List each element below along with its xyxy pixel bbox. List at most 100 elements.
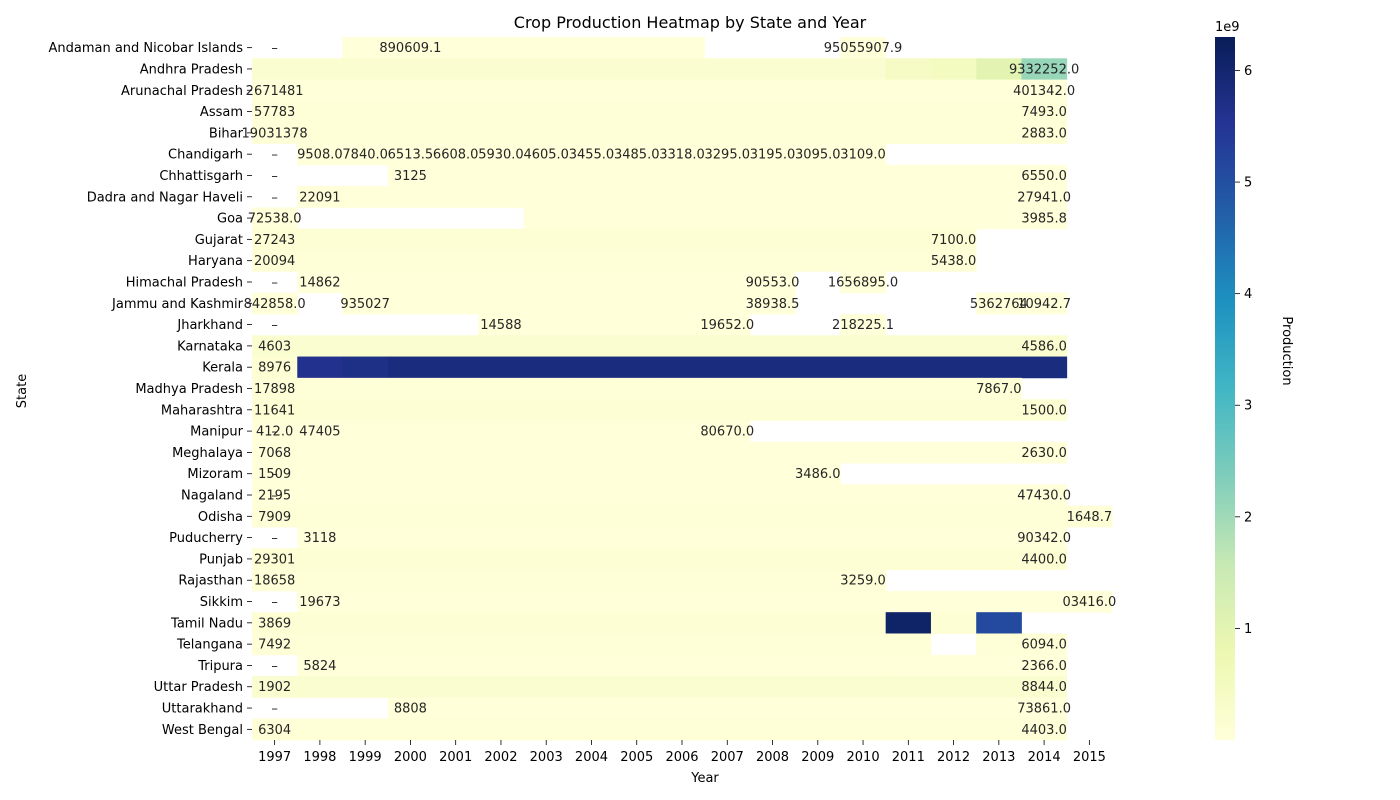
heatmap-cell	[840, 122, 887, 144]
heatmap-cell	[1021, 356, 1068, 379]
heatmap-cell	[568, 569, 615, 592]
heatmap-cell	[840, 590, 887, 613]
heatmap-cell	[297, 250, 343, 272]
x-tick-label: 1998	[303, 750, 336, 765]
y-tick-label: Manipur	[190, 425, 244, 440]
heatmap-cell	[614, 143, 660, 166]
heatmap-cell	[840, 356, 887, 379]
heatmap-cell	[342, 100, 389, 123]
heatmap-cell	[568, 122, 615, 144]
heatmap-cell	[523, 313, 570, 336]
heatmap-cell	[840, 79, 887, 102]
heatmap-cell	[930, 377, 977, 400]
heatmap-cell	[659, 228, 706, 251]
heatmap-cell	[795, 633, 841, 656]
y-tick-label: Sikkim	[200, 595, 243, 610]
heatmap-cell	[704, 548, 751, 570]
heatmap-cell	[976, 654, 1022, 677]
heatmap-cell	[297, 186, 343, 208]
heatmap-cell	[795, 718, 841, 741]
heatmap-cell	[387, 569, 434, 592]
heatmap-cell	[795, 676, 841, 698]
heatmap-cell	[297, 143, 343, 166]
heatmap-cell	[568, 590, 615, 613]
x-tick-label: 2015	[1073, 750, 1106, 765]
heatmap-cell	[252, 569, 298, 592]
y-tick-label: Meghalaya	[172, 446, 243, 461]
y-tick-label: Assam	[200, 105, 243, 120]
heatmap-cell	[523, 612, 570, 634]
colorbar-scale-label: 1e9	[1215, 20, 1240, 35]
heatmap-cell	[614, 313, 660, 336]
heatmap-cell	[1021, 58, 1068, 80]
heatmap-cell	[659, 463, 706, 485]
heatmap-cell	[930, 399, 977, 421]
heatmap-cell	[930, 79, 977, 102]
heatmap-cell	[523, 164, 570, 187]
heatmap-cell	[387, 143, 434, 166]
cell-label: 2195	[258, 489, 291, 504]
cell-label: 7492	[258, 638, 291, 653]
heatmap-cell	[614, 335, 660, 357]
heatmap-cell	[568, 186, 615, 208]
heatmap-cell	[885, 100, 932, 123]
heatmap-cell	[523, 590, 570, 613]
heatmap-cell	[976, 79, 1022, 102]
heatmap-cell	[976, 58, 1022, 80]
heatmap-cell	[252, 58, 298, 80]
heatmap-cell	[342, 143, 389, 166]
heatmap-cell	[478, 590, 524, 613]
y-tick-label: Chandigarh	[168, 148, 243, 163]
heatmap-cell	[614, 228, 660, 251]
y-tick-label: Haryana	[188, 254, 243, 269]
heatmap-cell	[478, 377, 524, 400]
heatmap-cell	[930, 58, 977, 80]
heatmap-cell	[342, 633, 389, 656]
heatmap-cell	[659, 697, 706, 720]
y-tick-label: Andaman and Nicobar Islands	[48, 41, 243, 56]
heatmap-cell	[659, 58, 706, 80]
heatmap-cell	[523, 399, 570, 421]
colorbar-tick-label: 1	[1244, 622, 1252, 637]
heatmap-cell	[614, 676, 660, 698]
y-axis-label: State	[15, 374, 30, 408]
heatmap-cell	[568, 100, 615, 123]
heatmap-cell	[930, 612, 977, 634]
heatmap-cell	[659, 79, 706, 102]
y-tick-label: Madhya Pradesh	[135, 382, 243, 397]
heatmap-cell	[704, 313, 751, 336]
heatmap-cell	[433, 250, 479, 272]
cell-label: 27941.0	[1017, 190, 1071, 205]
heatmap-cell	[478, 654, 524, 677]
x-tick-label: 2007	[711, 750, 744, 765]
heatmap-cell	[704, 79, 751, 102]
y-tick-label: Kerala	[202, 361, 243, 376]
heatmap-cell	[976, 335, 1022, 357]
heatmap-cell	[749, 250, 796, 272]
heatmap-cell	[342, 399, 389, 421]
heatmap-cell	[930, 228, 977, 251]
y-tick-label: Andhra Pradesh	[140, 62, 243, 77]
cell-label: 10942.7	[1017, 297, 1071, 312]
cell-label: 7840.0	[342, 148, 388, 163]
cell-label: 3095.0	[795, 148, 841, 163]
heatmap-cell	[659, 186, 706, 208]
heatmap-cell	[749, 590, 796, 613]
heatmap-cell	[885, 676, 932, 698]
cell-label: 6094.0	[1021, 638, 1067, 653]
heatmap-cell	[795, 186, 841, 208]
heatmap-cell	[478, 292, 524, 315]
x-tick-label: 2000	[394, 750, 427, 765]
heatmap-cell	[976, 718, 1022, 741]
heatmap-cell	[795, 143, 841, 166]
heatmap-cell	[478, 122, 524, 144]
heatmap-cell	[614, 100, 660, 123]
heatmap-cell	[252, 612, 298, 634]
y-tick-label: Odisha	[198, 510, 243, 525]
heatmap-cell	[387, 79, 434, 102]
heatmap-cell	[387, 697, 434, 720]
heatmap-cell	[659, 548, 706, 570]
heatmap-cell	[523, 335, 570, 357]
heatmap-cell	[840, 335, 887, 357]
heatmap-cell	[297, 228, 343, 251]
